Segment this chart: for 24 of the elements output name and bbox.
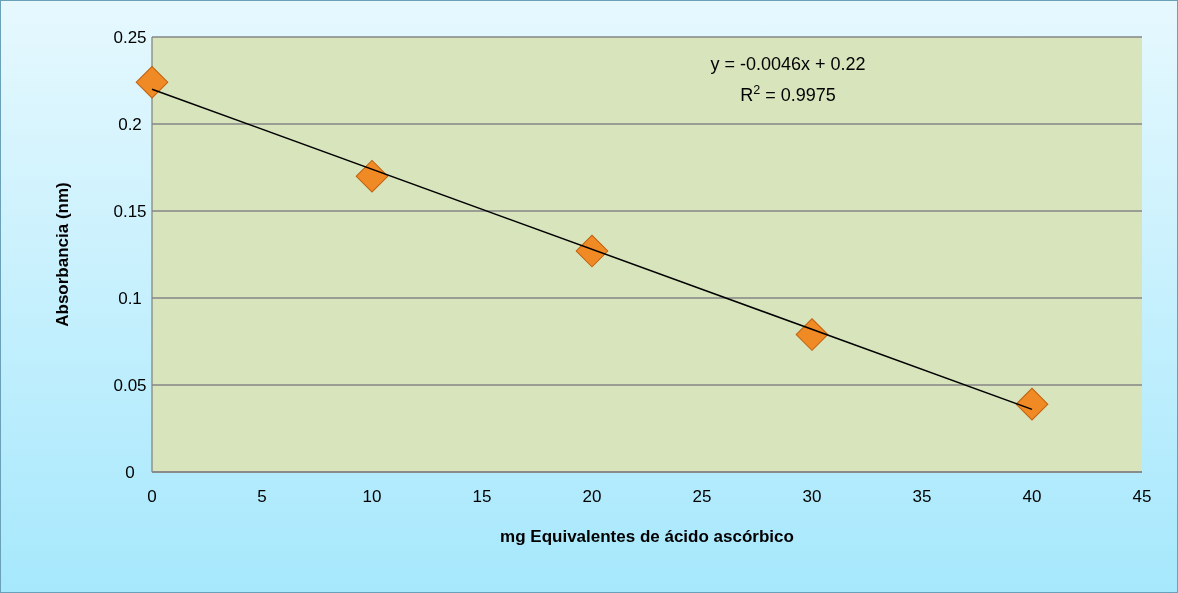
point (1015, 387, 1049, 421)
x-tick-label: 35 (912, 487, 932, 506)
x-tick-label: 30 (802, 487, 822, 506)
point (355, 159, 389, 193)
y-axis-title: Absorbancia (nm) (53, 182, 72, 327)
x-tick-label: 15 (472, 487, 492, 506)
x-tick-label: 10 (362, 487, 382, 506)
y-tick-label: 0.2 (118, 114, 142, 134)
x-tick-label: 25 (692, 487, 712, 506)
annotation: y = -0.0046x + 0.22 (710, 54, 866, 74)
x-tick-label: 45 (1132, 487, 1152, 506)
x-tick-label: 40 (1022, 487, 1042, 506)
point (795, 318, 829, 351)
x-axis-title: mg Equivalentes de ácido ascórbico (500, 527, 794, 546)
y-tick-label: 0.25 (113, 27, 147, 47)
point (575, 234, 609, 268)
point (135, 65, 169, 99)
y-tick-label: 0.05 (113, 375, 147, 395)
y-tick-label: 0.15 (113, 201, 147, 221)
y-tick-label: 0.1 (118, 288, 142, 308)
x-tick-label: 20 (582, 487, 602, 506)
x-tick-label: 5 (257, 487, 267, 506)
y-tick-label: 0 (125, 462, 135, 482)
annotation: R$^{2}$ = 0.9975 (740, 83, 836, 105)
